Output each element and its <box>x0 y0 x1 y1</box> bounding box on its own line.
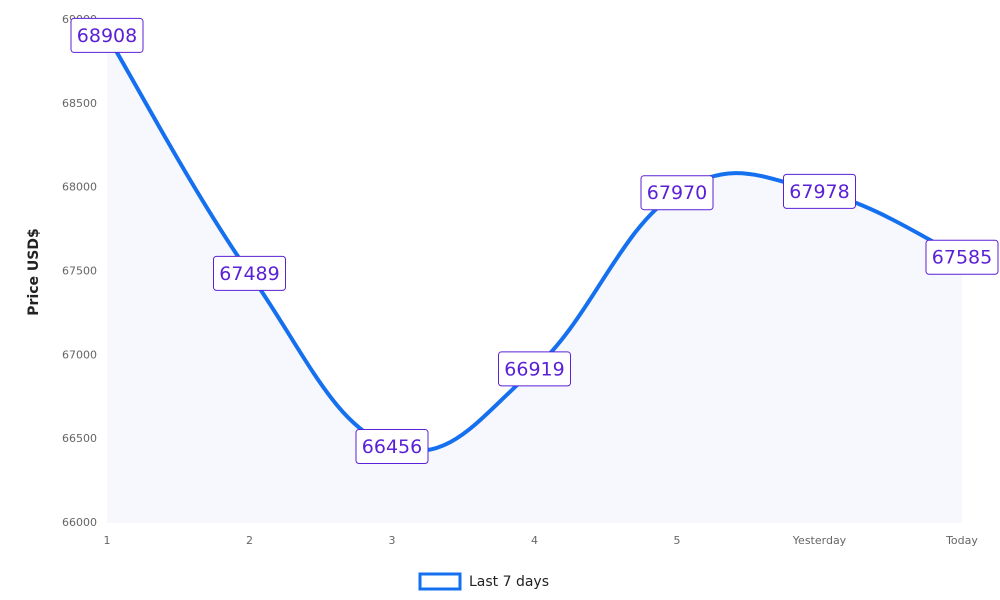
data-label-text: 67970 <box>647 182 707 204</box>
x-tick-label: 5 <box>674 534 681 547</box>
data-label-text: 66919 <box>504 358 564 380</box>
data-label-box <box>925 239 999 275</box>
legend-swatch <box>418 572 462 591</box>
y-axis-label: Price USD$ <box>26 228 42 315</box>
data-label-box <box>355 429 429 465</box>
data-label: 68908 <box>70 17 144 53</box>
y-tick-label: 67500 <box>62 265 97 278</box>
x-tick-label: 4 <box>531 534 538 547</box>
data-label: 66919 <box>498 351 571 387</box>
x-tick-label: 1 <box>104 534 111 547</box>
data-label-text: 67585 <box>932 247 992 269</box>
data-label-text: 67489 <box>219 263 279 285</box>
x-tick-label: 2 <box>246 534 253 547</box>
data-label-box <box>783 173 856 209</box>
x-tick-label: 3 <box>389 534 396 547</box>
data-label-text: 68908 <box>77 25 137 47</box>
legend-label: Last 7 days <box>469 574 549 590</box>
data-label-text: 67978 <box>789 181 849 203</box>
x-tick-label: Today <box>945 534 978 547</box>
y-tick-label: 67000 <box>62 348 97 361</box>
data-label: 67970 <box>640 175 714 211</box>
data-label: 67585 <box>925 239 999 275</box>
data-label: 67489 <box>213 255 286 291</box>
data-label-text: 66456 <box>362 436 422 458</box>
data-label-box <box>498 351 571 387</box>
data-label-box <box>70 17 144 53</box>
data-label: 67978 <box>783 173 856 209</box>
data-label: 66456 <box>355 429 429 465</box>
data-label-box <box>640 175 714 211</box>
y-tick-label: 68500 <box>62 97 97 110</box>
data-label-box <box>213 255 286 291</box>
y-tick-label: 66500 <box>62 432 97 445</box>
area <box>107 35 962 524</box>
x-tick-label: Yesterday <box>792 534 847 547</box>
y-tick-label: 68000 <box>62 181 97 194</box>
y-tick-label: 66000 <box>62 516 97 529</box>
